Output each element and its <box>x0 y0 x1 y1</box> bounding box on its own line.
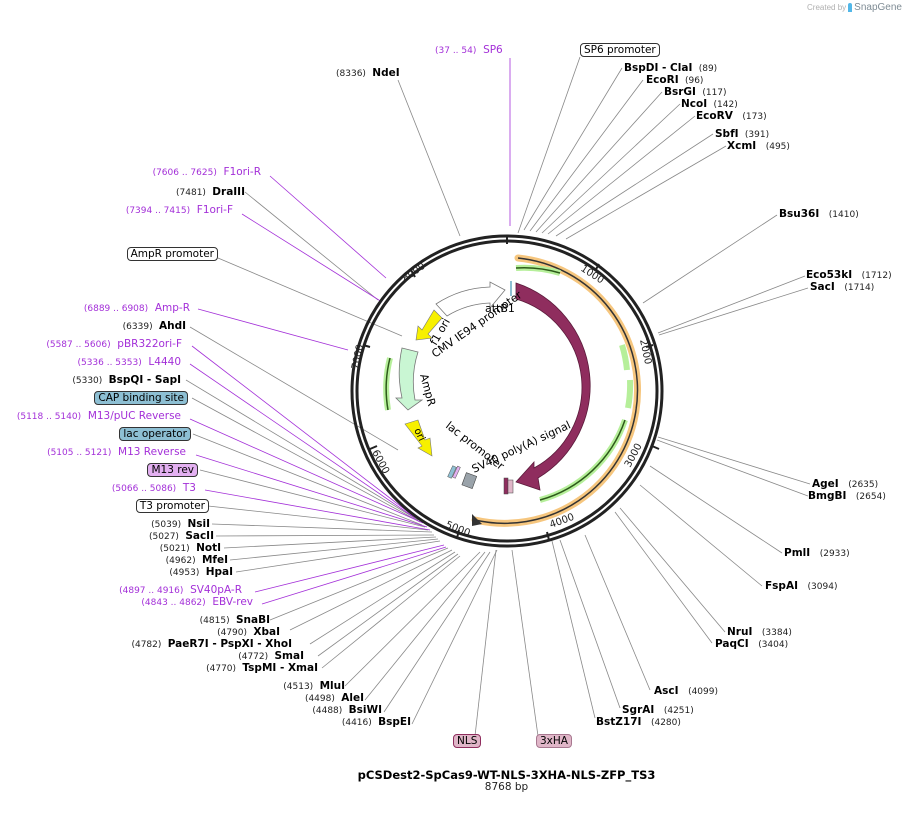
feature-m13-rev[interactable]: M13 rev <box>147 463 198 477</box>
credit-prefix: Created by <box>807 3 847 12</box>
plasmid-length: 8768 bp <box>484 781 529 793</box>
cas9-label: Cas9 <box>599 369 614 395</box>
enzyme-bspdi-clai[interactable]: BspDI - ClaI (89) <box>624 62 718 74</box>
enzyme-alei[interactable]: (4498) AleI <box>304 692 364 704</box>
enzyme-ecori[interactable]: EcoRI (96) <box>646 74 704 86</box>
snapgene-credit: Created by SnapGene <box>807 2 902 13</box>
primer-l4440[interactable]: (5336 .. 5353) L4440 <box>77 356 181 368</box>
ori-feature[interactable] <box>404 419 433 457</box>
enzyme-sbfi[interactable]: SbfI (391) <box>715 128 770 140</box>
svg-text:attB1: attB1 <box>485 302 515 315</box>
enzyme-snabi[interactable]: (4815) SnaBI <box>199 614 270 626</box>
enzyme-bspqi-sapi[interactable]: (5330) BspQI - SapI <box>72 374 181 386</box>
feature-t3-promoter[interactable]: T3 promoter <box>135 499 209 513</box>
enzyme-xcmi[interactable]: XcmI (495) <box>727 140 790 152</box>
enzyme-agei[interactable]: AgeI (2635) <box>812 478 879 490</box>
enzyme-ndei[interactable]: (8336) NdeI <box>336 67 400 79</box>
feature-lac-operator[interactable]: lac operator <box>119 427 191 441</box>
enzyme-sgrai[interactable]: SgrAI (4251) <box>622 704 694 716</box>
enzyme-paer7i-pspxi-xhoi[interactable]: (4782) PaeR7I - PspXI - XhoI <box>131 638 292 650</box>
m13-rev-marker <box>452 465 461 479</box>
primer-sv40pa-r[interactable]: (4897 .. 4916) SV40pA-R <box>119 584 242 596</box>
lac-promoter-marker <box>461 472 478 490</box>
svg-text:AmpR: AmpR <box>417 372 438 407</box>
enzyme-ecorv[interactable]: EcoRV (173) <box>696 110 767 122</box>
enzyme-nrui[interactable]: NruI (3384) <box>727 626 792 638</box>
svg-text:8000: 8000 <box>400 261 427 285</box>
enzyme-hpai[interactable]: (4953) HpaI <box>169 566 233 578</box>
enzyme-saci[interactable]: SacI (1714) <box>810 281 875 293</box>
tick-marks <box>362 236 660 541</box>
enzyme-sacii[interactable]: (5027) SacII <box>149 530 214 542</box>
primer-m13-reverse[interactable]: (5105 .. 5121) M13 Reverse <box>47 446 186 458</box>
enzyme-bsiwi[interactable]: (4488) BsiWI <box>312 704 382 716</box>
enzyme-ncoi[interactable]: NcoI (142) <box>681 98 738 110</box>
enzyme-smai[interactable]: (4772) SmaI <box>238 650 304 662</box>
enzyme-paqci[interactable]: PaqCI (3404) <box>715 638 789 650</box>
green-primer-arrows <box>383 264 634 503</box>
enzyme-noti[interactable]: (5021) NotI <box>159 542 221 554</box>
3xha-marker <box>507 479 514 494</box>
snapgene-logo-icon <box>848 3 853 12</box>
feature-sp6-promoter[interactable]: SP6 promoter <box>580 43 660 57</box>
feature-3xha[interactable]: 3xHA <box>536 734 572 748</box>
cas9-feature[interactable] <box>515 282 591 491</box>
plasmid-name: pCSDest2-SpCas9-WT-NLS-3XHA-NLS-ZFP_TS3 <box>357 768 656 782</box>
leader-lines <box>185 56 811 737</box>
feature-ampr-promoter[interactable]: AmpR promoter <box>126 247 218 261</box>
enzyme-ahdi[interactable]: (6339) AhdI <box>122 320 186 332</box>
enzyme-tspmi-xmai[interactable]: (4770) TspMI - XmaI <box>206 662 318 674</box>
enzyme-asci[interactable]: AscI (4099) <box>654 685 718 697</box>
attb1-marker <box>510 281 512 296</box>
enzyme-xbai[interactable]: (4790) XbaI <box>217 626 280 638</box>
enzyme-bstz17i[interactable]: BstZ17I (4280) <box>596 716 681 728</box>
primer-ebv-rev[interactable]: (4843 .. 4862) EBV-rev <box>141 596 253 608</box>
enzyme-bsrgi[interactable]: BsrGI (117) <box>664 86 727 98</box>
primer-amp-r[interactable]: (6889 .. 6908) Amp-R <box>83 302 190 314</box>
enzyme-draiii[interactable]: (7481) DraIII <box>176 186 245 198</box>
enzyme-bsu36i[interactable]: Bsu36I (1410) <box>779 208 859 220</box>
enzyme-pmli[interactable]: PmlI (2933) <box>784 547 850 559</box>
primer-pbr322ori-f[interactable]: (5587 .. 5606) pBR322ori-F <box>46 338 182 350</box>
enzyme-fspai[interactable]: FspAI (3094) <box>765 580 838 592</box>
svg-text:7000: 7000 <box>350 343 366 370</box>
enzyme-bmgbi[interactable]: BmgBI (2654) <box>808 490 886 502</box>
feature-nls[interactable]: NLS <box>453 734 482 748</box>
enzyme-eco53ki[interactable]: Eco53kI (1712) <box>806 269 892 281</box>
primer-t3[interactable]: (5066 .. 5086) T3 <box>111 482 196 494</box>
credit-brand: SnapGene <box>854 2 902 13</box>
svg-text:ori: ori <box>411 427 426 443</box>
primer-f1ori-r[interactable]: (7606 .. 7625) F1ori-R <box>152 166 261 178</box>
primer-sp6[interactable]: (37 .. 54) SP6 <box>435 44 503 56</box>
enzyme-mfei[interactable]: (4962) MfeI <box>165 554 228 566</box>
enzyme-nsii[interactable]: (5039) NsiI <box>151 518 210 530</box>
enzyme-bspei[interactable]: (4416) BspEI <box>341 716 411 728</box>
enzyme-mlui[interactable]: (4513) MluI <box>283 680 345 692</box>
primer-m13-puc-reverse[interactable]: (5118 .. 5140) M13/pUC Reverse <box>16 410 181 422</box>
primer-f1ori-f[interactable]: (7394 .. 7415) F1ori-F <box>125 204 233 216</box>
svg-text:6000: 6000 <box>369 448 391 476</box>
ampr-feature[interactable] <box>395 347 424 411</box>
f1-ori-feature[interactable] <box>415 309 443 341</box>
nls-marker <box>503 477 509 495</box>
svg-text:2000: 2000 <box>637 338 653 365</box>
lac-operator-marker <box>447 465 457 479</box>
backbone-ring <box>350 234 664 548</box>
feature-cap-binding-site[interactable]: CAP binding site <box>94 391 188 405</box>
cmv-promoter-feature[interactable] <box>435 281 506 317</box>
